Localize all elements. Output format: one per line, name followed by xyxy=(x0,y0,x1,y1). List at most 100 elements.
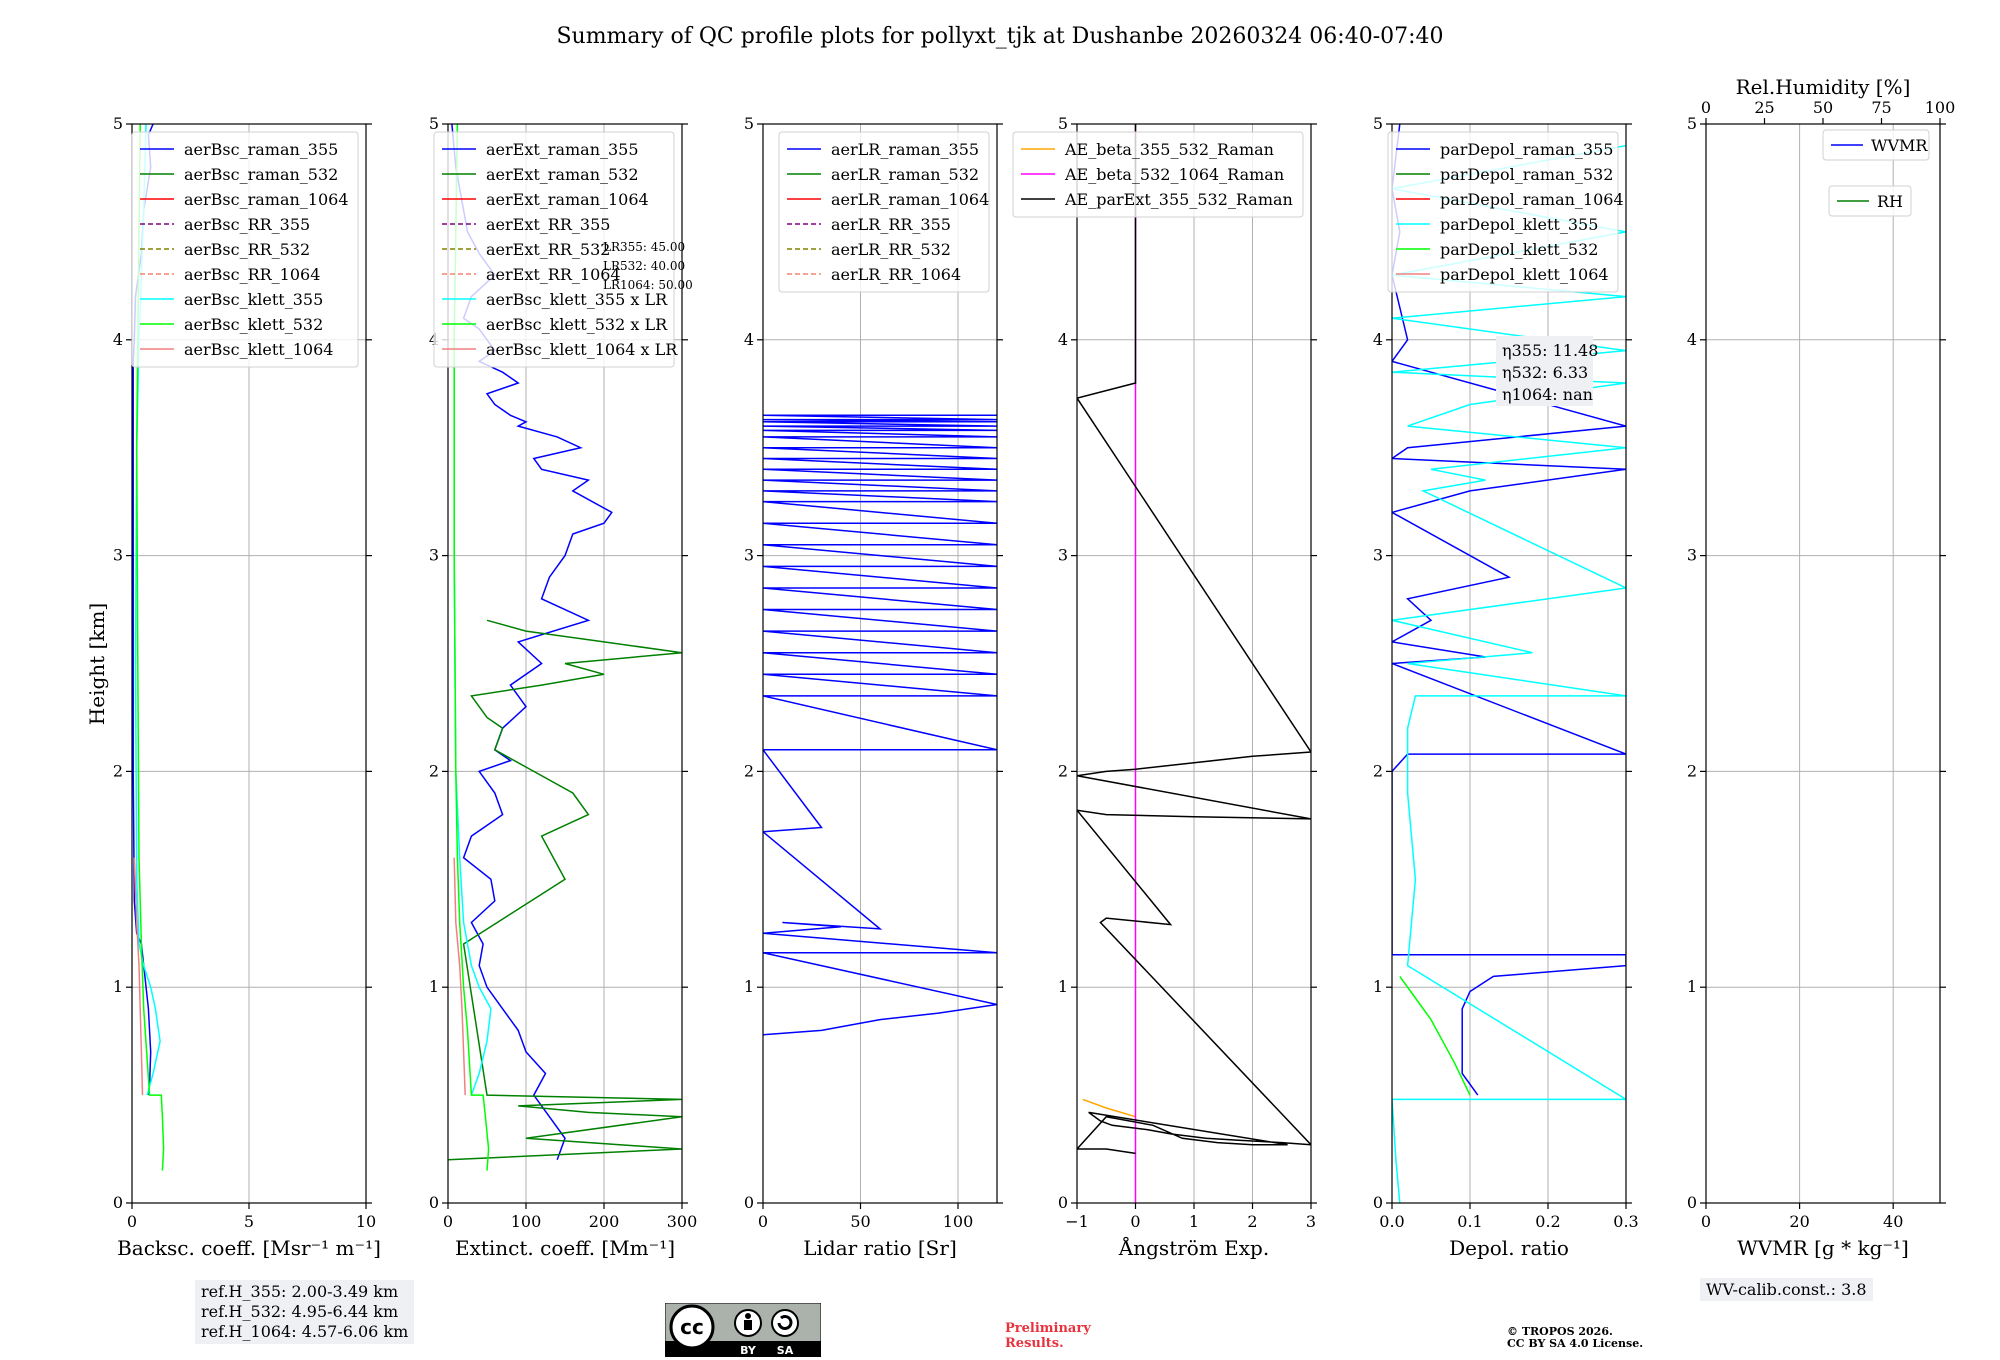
y-tick-label: 0 xyxy=(113,1193,123,1212)
panel-depol: 0.0 0.1 0.2 0.3 0 1 2 3 4 5 Depol. ratio parDepol_r… xyxy=(1373,114,1639,1260)
x-tick-label: 0.2 xyxy=(1535,1212,1560,1231)
y-tick-label: 0 xyxy=(1058,1193,1068,1212)
legend-box xyxy=(131,131,359,368)
x-tick-label: 10 xyxy=(356,1212,376,1231)
legend-label: parDepol_klett_355 xyxy=(1440,215,1598,234)
legend-label: aerLR_RR_1064 xyxy=(831,265,961,284)
lidar-ratio-annotation: LR532: 40.00 xyxy=(603,259,685,273)
y-tick-label: 2 xyxy=(1687,761,1697,780)
legend-box xyxy=(433,131,675,368)
eta-annotation: η532: 6.33 xyxy=(1502,363,1588,382)
y-tick-label: 5 xyxy=(429,114,439,133)
legend-label: aerBsc_klett_532 xyxy=(184,315,323,334)
ref-height-532: ref.H_532: 4.95-6.44 km xyxy=(201,1302,399,1321)
legend-label: parDepol_raman_355 xyxy=(1440,140,1613,159)
series-line-parDepol_klett_355 xyxy=(1392,144,1626,1203)
y-tick-label: 5 xyxy=(744,114,754,133)
x-axis-label: Lidar ratio [Sr] xyxy=(803,1236,957,1260)
y-tick-label: 5 xyxy=(1058,114,1068,133)
x-tick-label: 0.3 xyxy=(1613,1212,1638,1231)
legend-label: aerBsc_klett_355 xyxy=(184,290,323,309)
x-tick-label: 40 xyxy=(1883,1212,1903,1231)
y-tick-label: 3 xyxy=(1373,546,1383,565)
legend-label: aerExt_raman_355 xyxy=(486,140,639,159)
x-axis-label: Extinct. coeff. [Mm⁻¹] xyxy=(455,1236,675,1260)
y-tick-label: 2 xyxy=(429,761,439,780)
y-tick-label: 5 xyxy=(113,114,123,133)
y-tick-label: 4 xyxy=(744,330,754,349)
y-tick-label: 3 xyxy=(1058,546,1068,565)
legend-label: aerBsc_raman_355 xyxy=(184,140,338,159)
eta-annotation-box xyxy=(1496,336,1593,406)
legend-label: parDepol_klett_1064 xyxy=(1440,265,1609,284)
x-tick-label: 20 xyxy=(1789,1212,1809,1231)
x2-axis-label: Rel.Humidity [%] xyxy=(1736,75,1911,99)
legend-label: aerExt_RR_532 xyxy=(486,240,610,259)
panel-wv: 0 20 40 0 1 2 3 4 5 WVMR [g * kg⁻¹] 0 25 50 75 100 Rel.… xyxy=(1687,75,1955,1260)
ref-height-1064: ref.H_1064: 4.57-6.06 km xyxy=(201,1322,409,1341)
x-tick-label: 0 xyxy=(1701,1212,1711,1231)
x-tick-label: 0.1 xyxy=(1457,1212,1482,1231)
y-tick-label: 1 xyxy=(1058,977,1068,996)
legend-label: aerExt_RR_355 xyxy=(486,215,610,234)
y-tick-label: 1 xyxy=(1687,977,1697,996)
legend-label: AE_parExt_355_532_Raman xyxy=(1064,190,1293,209)
cc-sa-label: SA xyxy=(777,1344,794,1357)
y-tick-label: 3 xyxy=(1687,546,1697,565)
legend-box xyxy=(1822,129,1930,161)
y-axis-label: Height [km] xyxy=(85,603,109,725)
legend-label: aerBsc_raman_1064 xyxy=(184,190,349,209)
y-tick-label: 3 xyxy=(744,546,754,565)
y-tick-label: 4 xyxy=(1373,330,1383,349)
series-line-aerBsc_klett_1064 xyxy=(133,857,144,1096)
legend-label: RH xyxy=(1877,192,1903,211)
reference-height-box: ref.H_355: 2.00-3.49 km ref.H_532: 4.95-… xyxy=(195,1280,415,1344)
legend-label: aerLR_raman_532 xyxy=(831,165,979,184)
x-tick-label: 3 xyxy=(1306,1212,1316,1231)
x-tick-label: 0 xyxy=(1130,1212,1140,1231)
y-tick-label: 3 xyxy=(429,546,439,565)
y-tick-label: 1 xyxy=(113,977,123,996)
preliminary-note: Preliminary Results. xyxy=(1005,1321,1091,1351)
x2-tick-label: 100 xyxy=(1925,98,1956,117)
y-tick-label: 2 xyxy=(744,761,754,780)
series-line-AE_parExt_355_532_Raman xyxy=(1077,124,1311,1155)
legend-label: aerExt_raman_532 xyxy=(486,165,639,184)
series-line-aerLR_raman_355 xyxy=(763,414,997,1036)
y-tick-label: 0 xyxy=(429,1193,439,1212)
y-tick-label: 0 xyxy=(1687,1193,1697,1212)
legend-box xyxy=(778,131,990,293)
legend-label: aerExt_raman_1064 xyxy=(486,190,649,209)
eta-annotation: η1064: nan xyxy=(1502,385,1593,404)
x-tick-label: 2 xyxy=(1247,1212,1257,1231)
cc-by-sa-icon: cc BY SA xyxy=(665,1303,821,1357)
svg-text:cc: cc xyxy=(680,1315,704,1339)
series-line-aerBsc_klett_532 x LR xyxy=(453,124,490,1171)
series-line-parDepol_raman_355 xyxy=(1392,124,1626,1096)
legend-label: aerBsc_klett_1064 x LR xyxy=(486,340,678,359)
series-group xyxy=(1077,124,1311,1203)
x-tick-label: 0.0 xyxy=(1379,1212,1404,1231)
figure-title: Summary of QC profile plots for pollyxt_… xyxy=(556,24,1443,49)
y-tick-label: 1 xyxy=(1373,977,1383,996)
x-tick-label: 200 xyxy=(589,1212,620,1231)
legend-label: WVMR xyxy=(1871,136,1928,155)
x-tick-label: 0 xyxy=(758,1212,768,1231)
x-axis-label: Backsc. coeff. [Msr⁻¹ m⁻¹] xyxy=(117,1236,381,1260)
y-tick-label: 5 xyxy=(1373,114,1383,133)
x-axis-label: Depol. ratio xyxy=(1449,1236,1569,1260)
x-tick-label: 5 xyxy=(244,1212,254,1231)
y-tick-label: 0 xyxy=(1373,1193,1383,1212)
preliminary-line-1: Preliminary xyxy=(1005,1321,1091,1336)
y-tick-label: 4 xyxy=(1687,330,1697,349)
copyright-line-2: CC BY SA 4.0 License. xyxy=(1507,1337,1644,1350)
legend-label: aerLR_raman_355 xyxy=(831,140,979,159)
series-line-aerExt_raman_532 xyxy=(448,619,682,1161)
legend-label: aerExt_RR_1064 xyxy=(486,265,621,284)
legend-label: parDepol_raman_1064 xyxy=(1440,190,1624,209)
x-tick-label: 300 xyxy=(667,1212,698,1231)
y-tick-label: 2 xyxy=(1058,761,1068,780)
legend-label: parDepol_klett_532 xyxy=(1440,240,1598,259)
x-tick-label: 0 xyxy=(127,1212,137,1231)
